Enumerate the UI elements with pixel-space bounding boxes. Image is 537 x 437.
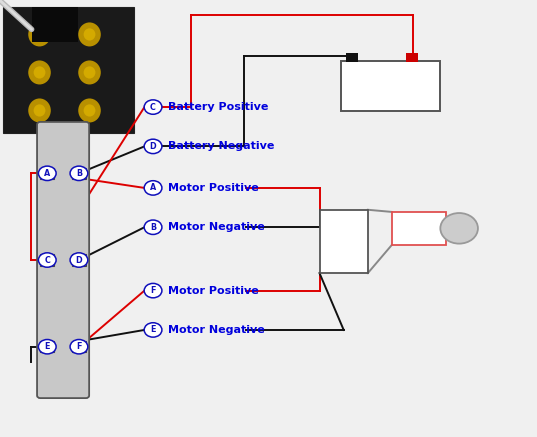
Circle shape — [144, 100, 162, 114]
Text: E: E — [150, 326, 156, 334]
Bar — [40, 254, 54, 266]
FancyBboxPatch shape — [37, 122, 89, 398]
Bar — [72, 168, 86, 179]
Text: D: D — [150, 142, 156, 151]
Text: Motor Positive: Motor Positive — [168, 183, 259, 193]
Bar — [40, 168, 54, 179]
Text: A: A — [150, 184, 156, 192]
Circle shape — [144, 220, 162, 234]
Text: C: C — [150, 103, 156, 111]
Ellipse shape — [28, 22, 51, 46]
Circle shape — [144, 180, 162, 195]
Ellipse shape — [28, 98, 51, 122]
Bar — [320, 210, 368, 273]
Text: Battery Negative: Battery Negative — [168, 142, 274, 151]
Bar — [40, 341, 54, 352]
Ellipse shape — [34, 28, 46, 41]
Circle shape — [39, 340, 56, 354]
Bar — [72, 254, 86, 266]
Bar — [32, 7, 78, 42]
Bar — [3, 7, 134, 133]
Ellipse shape — [78, 22, 101, 46]
Circle shape — [39, 253, 56, 267]
Text: Battery Positive: Battery Positive — [168, 102, 268, 112]
Text: F: F — [76, 342, 82, 351]
Ellipse shape — [78, 60, 101, 84]
Circle shape — [144, 283, 162, 298]
Bar — [406, 53, 418, 62]
Text: Motor Negative: Motor Negative — [168, 325, 265, 335]
Text: F: F — [150, 286, 156, 295]
Text: E: E — [45, 342, 50, 351]
Text: B: B — [150, 223, 156, 232]
Text: Motor Positive: Motor Positive — [168, 286, 259, 295]
Ellipse shape — [78, 98, 101, 122]
Ellipse shape — [34, 66, 46, 79]
Bar — [392, 212, 446, 245]
Ellipse shape — [34, 104, 46, 117]
Ellipse shape — [84, 28, 96, 41]
Circle shape — [70, 166, 88, 180]
Bar — [346, 53, 358, 62]
Bar — [341, 61, 440, 111]
Circle shape — [70, 340, 88, 354]
Ellipse shape — [84, 104, 96, 117]
Ellipse shape — [84, 66, 96, 79]
Text: C: C — [45, 256, 50, 264]
Circle shape — [39, 166, 56, 180]
Text: Motor Negative: Motor Negative — [168, 222, 265, 232]
Text: D: D — [76, 256, 82, 264]
Ellipse shape — [28, 60, 51, 84]
Text: A: A — [44, 169, 50, 178]
Circle shape — [144, 323, 162, 337]
Circle shape — [440, 213, 478, 244]
Circle shape — [144, 139, 162, 154]
Bar — [72, 341, 86, 352]
Circle shape — [70, 253, 88, 267]
Text: B: B — [76, 169, 82, 178]
